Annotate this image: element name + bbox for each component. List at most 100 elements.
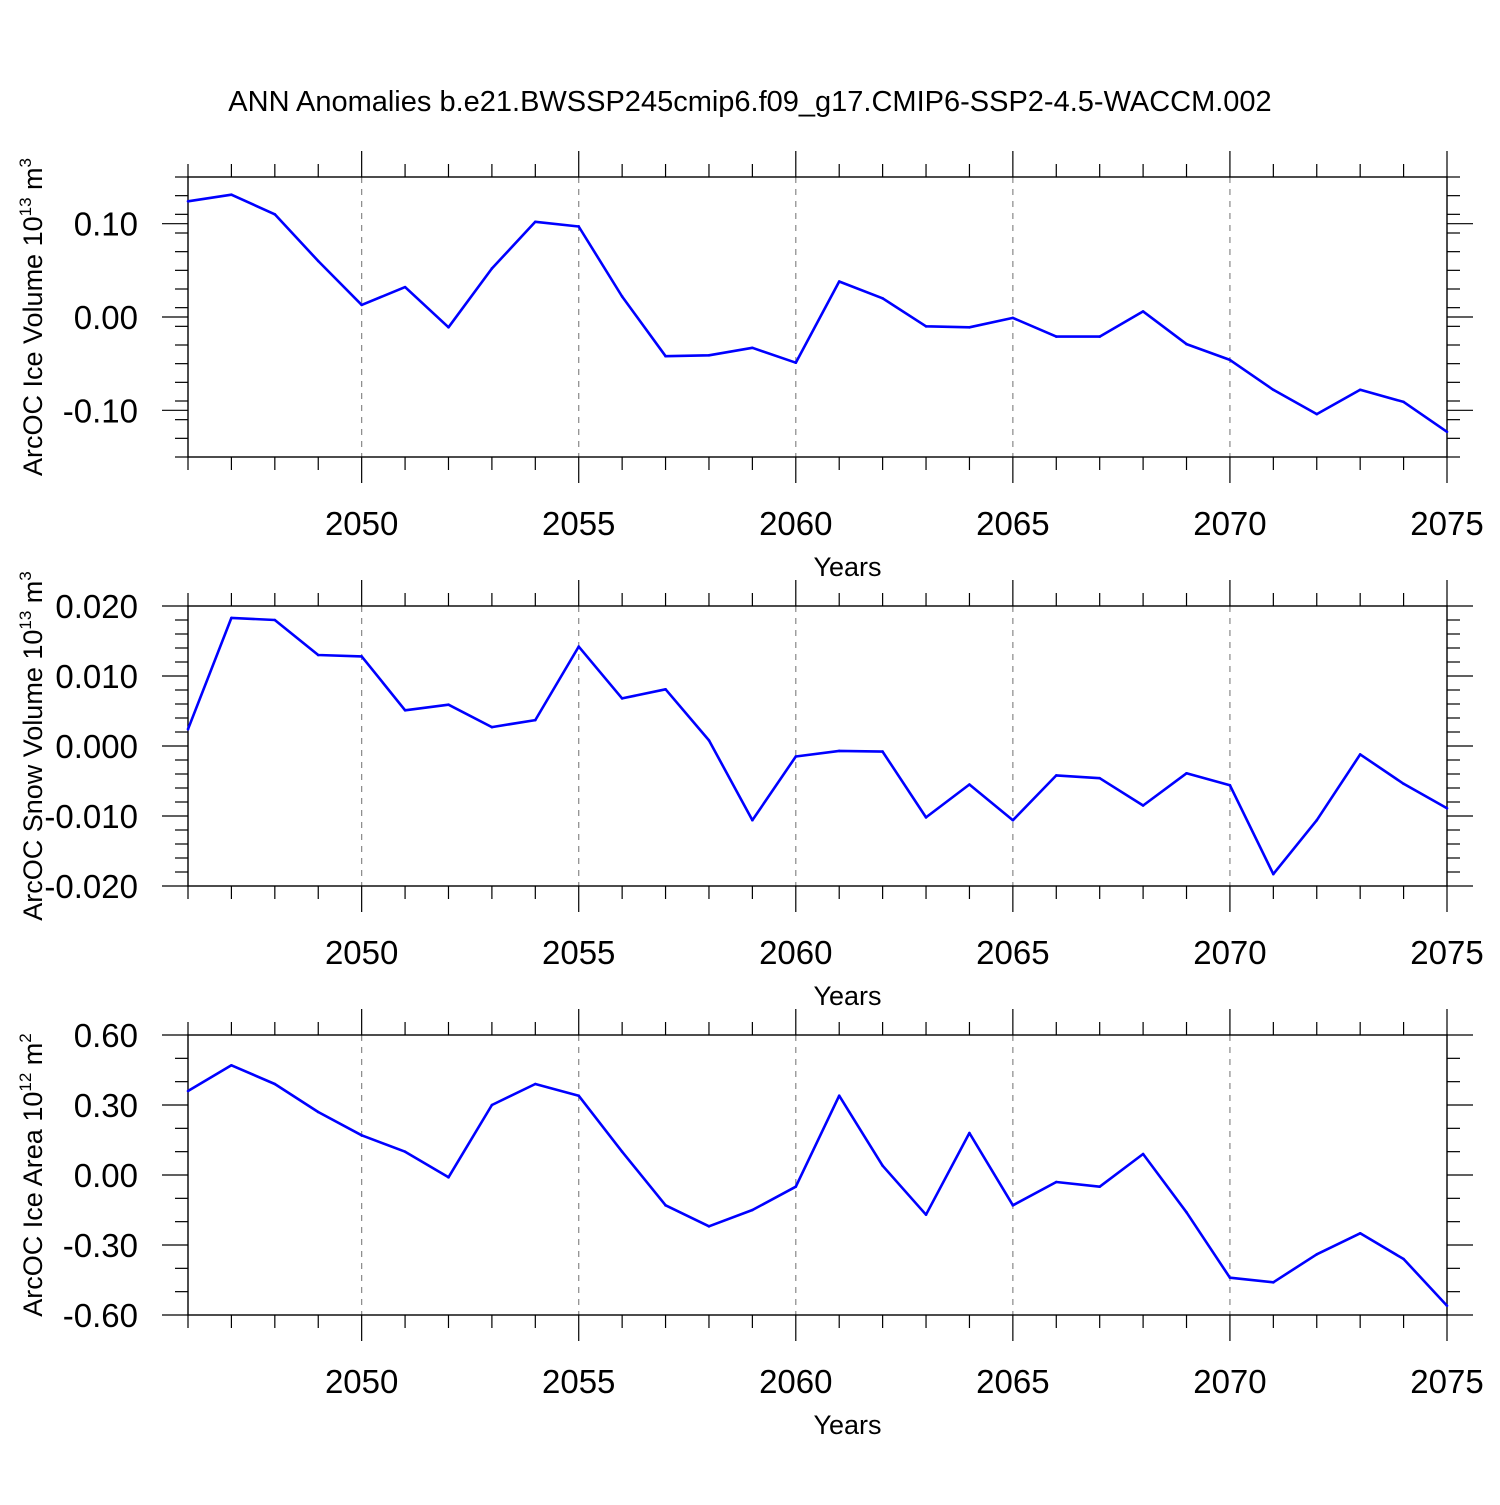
y-tick-label: 0.10 — [74, 206, 138, 243]
x-tick-label: 2065 — [976, 505, 1049, 542]
data-point — [1098, 1185, 1101, 1188]
x-tick-label: 2050 — [325, 934, 398, 971]
x-axis-label: Years — [813, 981, 881, 1011]
data-point — [1315, 818, 1319, 822]
x-tick-label: 2055 — [542, 505, 615, 542]
data-point — [577, 645, 581, 648]
x-tick-label: 2065 — [976, 934, 1049, 971]
data-point — [1054, 335, 1058, 338]
data-point — [1141, 1152, 1145, 1156]
data-point — [534, 1082, 537, 1086]
data-point — [1445, 1304, 1449, 1307]
data-point — [1445, 807, 1449, 810]
data-point — [447, 1176, 450, 1179]
data-point — [664, 688, 667, 691]
data-point — [403, 1150, 407, 1153]
data-point — [664, 1204, 667, 1207]
data-point — [534, 718, 537, 722]
x-tick-label: 2075 — [1410, 1363, 1483, 1400]
data-point — [707, 1225, 711, 1228]
data-point — [1054, 1180, 1058, 1184]
data-point — [230, 193, 233, 197]
data-point — [968, 783, 971, 786]
data-point — [403, 709, 407, 712]
y-axis-label: ArcOC Ice Area 1012 m2 — [16, 1033, 48, 1317]
x-tick-label: 2050 — [325, 505, 398, 542]
data-point — [881, 297, 884, 300]
data-point — [1098, 335, 1101, 338]
data-point — [1315, 1253, 1319, 1256]
series-line — [187, 1064, 1448, 1307]
data-point — [707, 739, 711, 742]
data-point — [837, 749, 841, 753]
data-point — [620, 1150, 624, 1153]
data-point — [1402, 782, 1405, 786]
data-point — [837, 1094, 841, 1097]
data-point — [620, 697, 624, 700]
data-point — [1011, 316, 1015, 320]
data-point — [577, 225, 581, 228]
data-point — [1141, 804, 1145, 807]
data-point — [881, 750, 884, 753]
x-tick-label: 2055 — [542, 1363, 615, 1400]
data-point — [403, 285, 407, 289]
data-point — [1228, 783, 1232, 787]
y-tick-label: 0.010 — [55, 658, 138, 695]
data-point — [230, 1064, 233, 1067]
y-tick-label: 0.60 — [74, 1017, 138, 1054]
y-tick-label: 0.00 — [74, 299, 138, 336]
data-point — [1228, 358, 1232, 362]
data-point — [1011, 818, 1015, 822]
data-point — [273, 1082, 277, 1086]
data-point — [1358, 388, 1362, 392]
data-point — [1402, 1257, 1405, 1261]
data-point — [968, 325, 971, 329]
x-tick-label: 2065 — [976, 1363, 1049, 1400]
data-point — [1272, 388, 1275, 392]
data-point — [794, 1185, 798, 1188]
data-point — [837, 280, 841, 283]
x-tick-label: 2060 — [759, 505, 832, 542]
panel-2: 2050 2055 2060 2065 2070 2075 Years 0.020 0.010 0… — [16, 571, 1484, 1011]
series-line — [187, 193, 1448, 433]
data-point — [316, 653, 320, 657]
data-point — [577, 1094, 581, 1097]
data-point — [1011, 1204, 1015, 1207]
y-axis-label: ArcOC Snow Volume 1013 m3 — [16, 571, 48, 921]
plot-frame — [187, 176, 1448, 458]
data-point — [186, 199, 190, 203]
y-tick-label: 0.30 — [74, 1087, 138, 1124]
data-point — [186, 727, 190, 731]
data-point — [1228, 1276, 1232, 1279]
x-tick-label: 2060 — [759, 934, 832, 971]
data-point — [751, 346, 754, 350]
data-point — [447, 325, 450, 329]
x-tick-label: 2060 — [759, 1363, 832, 1400]
data-point — [490, 1103, 494, 1107]
data-point — [968, 1131, 971, 1135]
data-point — [751, 1208, 754, 1212]
data-point — [273, 618, 277, 622]
data-point — [360, 303, 363, 307]
x-tick-label: 2070 — [1193, 934, 1266, 971]
plot-frame — [187, 1034, 1448, 1316]
x-axis-label: Years — [813, 552, 881, 582]
y-tick-label: -0.10 — [63, 392, 138, 429]
data-point — [707, 353, 711, 357]
x-tick-label: 2070 — [1193, 1363, 1266, 1400]
y-tick-label: -0.010 — [44, 798, 138, 835]
data-point — [360, 1134, 363, 1137]
data-point — [1141, 310, 1145, 313]
data-point — [1402, 400, 1405, 404]
y-tick-label: -0.30 — [63, 1227, 138, 1264]
data-point — [1315, 412, 1319, 416]
data-point — [1358, 1232, 1362, 1235]
data-point — [924, 816, 928, 819]
x-axis-label: Years — [813, 1410, 881, 1440]
data-point — [447, 703, 450, 706]
data-point — [924, 325, 928, 328]
data-point — [794, 755, 798, 758]
y-tick-label: 0.00 — [74, 1157, 138, 1194]
data-point — [534, 220, 537, 224]
